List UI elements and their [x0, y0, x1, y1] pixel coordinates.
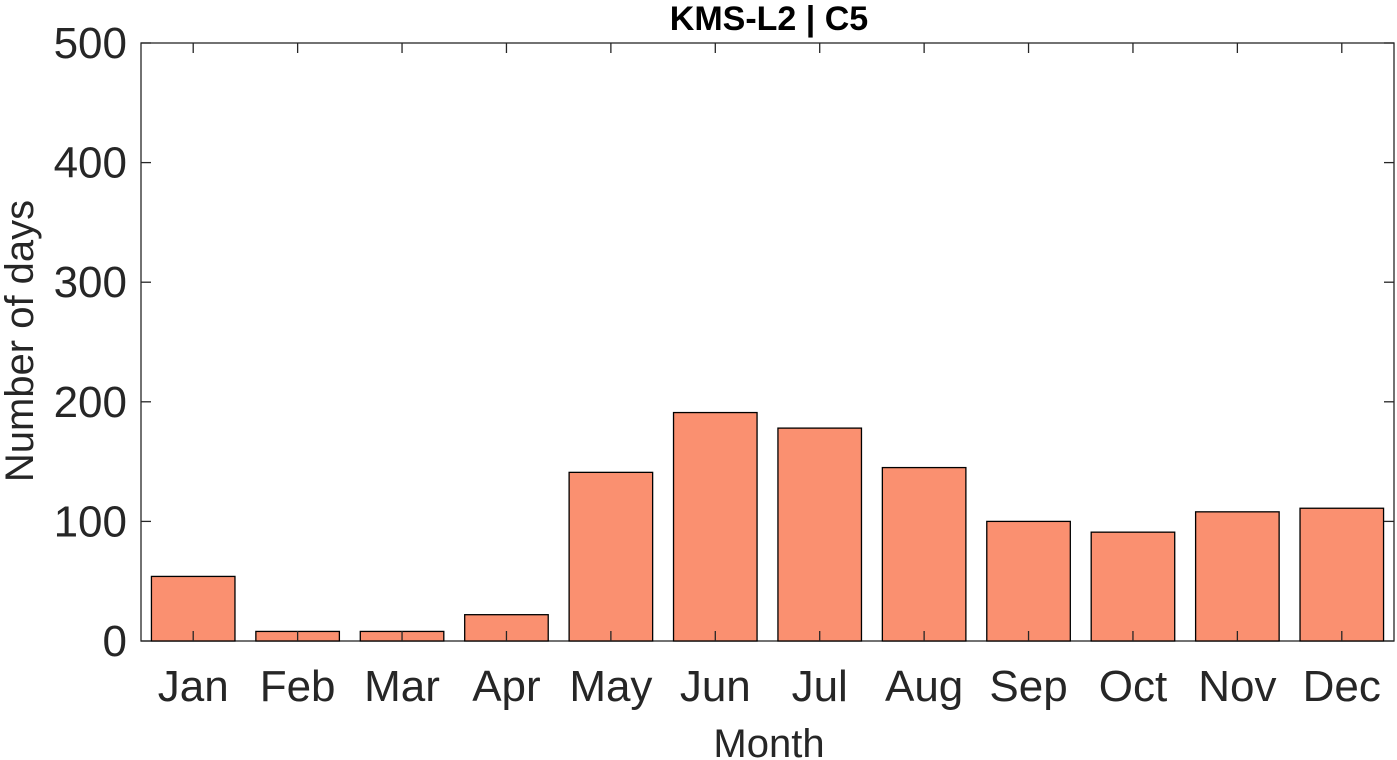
y-tick-labels: 0 100 200 300 400 500	[54, 19, 127, 666]
axes-frame	[140, 42, 1395, 642]
bar-jul	[777, 427, 863, 642]
bar-dec	[1299, 507, 1385, 642]
x-tick-label-apr: Apr	[472, 662, 540, 711]
chart-title: KMS-L2 | C5	[670, 0, 868, 38]
bar-sep	[986, 520, 1071, 642]
x-tick-label-mar: Mar	[364, 662, 440, 711]
bar-nov	[1194, 511, 1280, 642]
bars-group	[150, 411, 1385, 642]
x-axis-label: Month	[713, 722, 824, 760]
x-tick-label-sep: Sep	[989, 662, 1067, 711]
y-tick-label-100: 100	[54, 497, 127, 546]
x-tick-label-dec: Dec	[1303, 662, 1381, 711]
x-tick-label-may: May	[569, 662, 652, 711]
y-tick-label-0: 0	[103, 617, 127, 666]
bar-oct	[1090, 531, 1176, 642]
plot-area	[140, 42, 1395, 642]
axis-ticks	[141, 42, 1394, 642]
x-tick-label-oct: Oct	[1099, 662, 1167, 711]
bar-jun	[672, 411, 758, 642]
x-tick-label-jan: Jan	[158, 662, 229, 711]
y-tick-label-400: 400	[54, 139, 127, 188]
y-axis-label: Number of days	[0, 200, 42, 482]
x-tick-label-jun: Jun	[680, 662, 751, 711]
x-tick-label-aug: Aug	[885, 662, 963, 711]
x-tick-labels: Jan Feb Mar Apr May Jun Jul Aug Sep Oct Nov Dec	[158, 662, 1381, 711]
y-tick-label-300: 300	[54, 258, 127, 307]
bar-may	[568, 471, 654, 642]
y-tick-label-200: 200	[54, 378, 127, 427]
bar-aug	[881, 466, 967, 642]
x-tick-label-nov: Nov	[1198, 662, 1276, 711]
x-tick-label-jul: Jul	[792, 662, 848, 711]
y-tick-label-500: 500	[54, 19, 127, 68]
x-tick-label-feb: Feb	[260, 662, 336, 711]
